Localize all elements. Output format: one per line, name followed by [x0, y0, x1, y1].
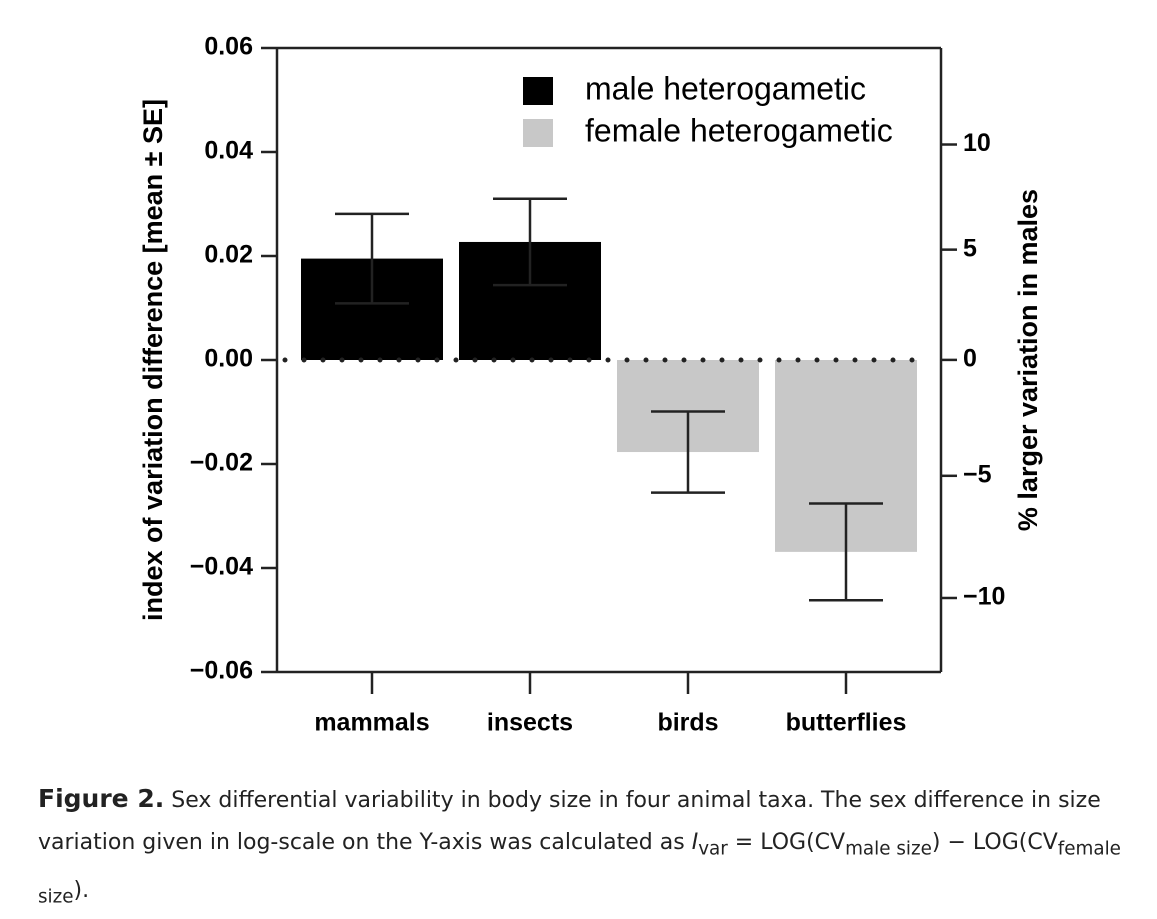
legend-label: male heterogametic [585, 70, 866, 106]
caption-text: = LOG(CV [727, 830, 846, 855]
caption: Figure 2. Sex differential variability i… [38, 778, 1138, 919]
caption-text: ). [73, 878, 90, 904]
caption-text: var [698, 838, 728, 860]
y2-tick-label: 0 [963, 345, 977, 373]
caption-text: ) − LOG(CV [931, 830, 1058, 855]
y-tick-label: −0.02 [190, 449, 253, 477]
error-bar [809, 502, 883, 602]
error-bar [651, 410, 725, 494]
page: index of variation difference [mean ± SE… [38, 32, 1121, 908]
caption-text: I [691, 830, 699, 855]
caption-text: Sex differential variability in body siz… [38, 788, 1101, 855]
legend-label: female heterogametic [585, 112, 893, 148]
error-bar [335, 212, 409, 305]
y2-tick-label: −5 [963, 460, 992, 488]
caption-label: Figure 2. [38, 784, 165, 813]
x-tick-label: birds [657, 709, 718, 737]
y2-tick-label: −10 [963, 583, 1005, 611]
chart: index of variation difference [mean ± SE… [138, 33, 1043, 737]
y2-axis-title: % larger variation in males [1013, 189, 1043, 531]
y-tick-label: 0.06 [204, 33, 253, 61]
legend-swatch [523, 77, 553, 105]
x-tick-label: butterflies [786, 709, 907, 737]
y2-tick-label: 5 [963, 234, 977, 262]
y-tick-label: 0.00 [204, 345, 253, 373]
legend-swatch [523, 119, 553, 147]
y-tick-label: 0.02 [204, 241, 253, 269]
caption-text: male size [845, 838, 932, 860]
y-tick-label: −0.04 [190, 553, 253, 581]
error-bar [493, 197, 567, 287]
x-tick-label: mammals [314, 709, 429, 737]
x-tick-label: insects [487, 709, 573, 737]
y2-tick-label: 10 [963, 129, 991, 157]
y-tick-label: −0.06 [190, 657, 253, 685]
y-axis-title: index of variation difference [mean ± SE… [138, 99, 168, 621]
y-tick-label: 0.04 [204, 137, 253, 165]
